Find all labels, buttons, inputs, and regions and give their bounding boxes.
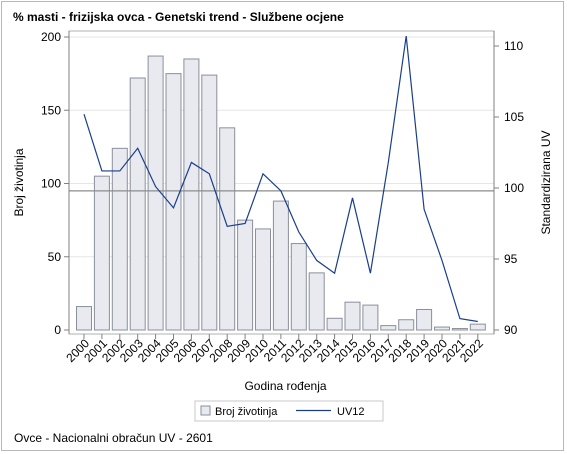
bar — [380, 325, 397, 331]
bar — [111, 147, 128, 331]
bar — [469, 323, 486, 331]
x-axis-title: Godina rođenja — [244, 379, 326, 393]
bar — [272, 200, 289, 331]
bar — [219, 127, 236, 331]
left-tick-label: 200 — [41, 30, 61, 44]
legend-swatch-bar — [200, 405, 211, 416]
legend-box — [194, 400, 384, 422]
left-tick-label: 150 — [41, 103, 61, 117]
bar — [165, 73, 182, 331]
bar — [255, 228, 271, 331]
bar — [326, 317, 343, 331]
bar — [434, 326, 450, 331]
legend-label-line: UV12 — [337, 406, 365, 418]
left-tick-label: 100 — [41, 177, 61, 191]
bar — [398, 319, 415, 331]
bar — [308, 272, 325, 331]
bar — [362, 304, 379, 331]
bar — [183, 58, 200, 331]
bar — [76, 306, 92, 331]
legend-label-bar: Broj životinja — [215, 406, 278, 418]
bar — [451, 328, 468, 331]
bar — [147, 55, 164, 331]
right-tick-label: 105 — [504, 110, 524, 124]
chart-title: % masti - frizijska ovca - Genetski tren… — [13, 10, 344, 24]
y-axis-title: Broj životinja — [12, 148, 26, 216]
bar — [344, 301, 361, 331]
chart-footer: Ovce - Nacionalni obračun UV - 2601 — [14, 431, 213, 445]
bar — [201, 74, 218, 331]
bar — [129, 77, 146, 331]
uv12-line — [83, 35, 478, 323]
bar — [416, 308, 433, 331]
left-tick-label: 0 — [54, 323, 61, 337]
right-tick-label: 90 — [504, 323, 518, 337]
bar — [290, 243, 307, 331]
y2-axis-title: Standardizirana UV — [539, 130, 553, 234]
right-tick-label: 100 — [504, 181, 524, 195]
bar — [93, 175, 110, 331]
left-tick-label: 50 — [48, 250, 62, 264]
right-tick-label: 110 — [504, 39, 523, 53]
right-tick-label: 95 — [504, 252, 518, 266]
bar — [237, 219, 254, 331]
